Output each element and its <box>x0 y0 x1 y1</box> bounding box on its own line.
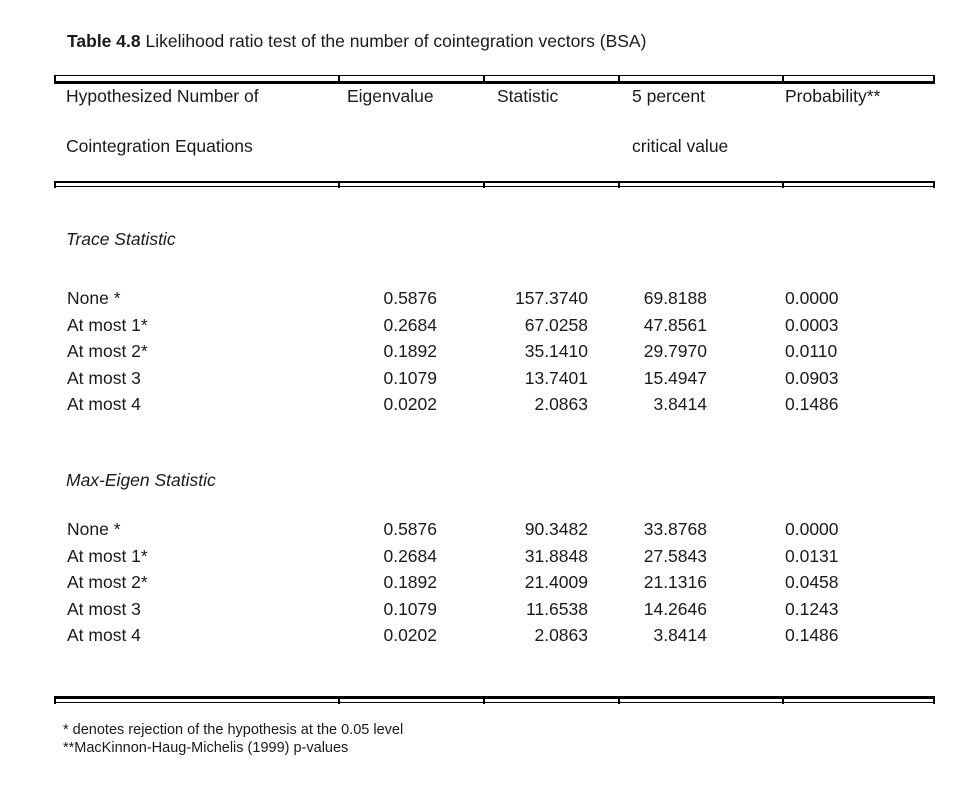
cell-hypothesis: At most 4 <box>67 394 141 414</box>
cell-eigenvalue: 0.1892 <box>383 572 437 592</box>
table-caption-text: Likelihood ratio test of the number of c… <box>140 31 647 51</box>
cell-statistic: 11.6538 <box>526 598 588 619</box>
table-bottom-rule <box>54 696 935 704</box>
cell-statistic: 67.0258 <box>524 314 588 335</box>
cell-probability: 0.1486 <box>785 625 839 645</box>
header-hypothesized-line2: Cointegration Equations <box>66 136 253 156</box>
table-row: None * 0.5876 157.3740 69.8188 0.0000 <box>54 285 935 312</box>
cell-eigenvalue: 0.2684 <box>383 314 437 335</box>
header-critical-line1: 5 percent <box>632 86 705 106</box>
cell-critical-value: 3.8414 <box>653 625 707 645</box>
table-row: At most 2* 0.1892 21.4009 21.1316 0.0458 <box>54 569 935 596</box>
cell-statistic: 21.4009 <box>524 572 588 592</box>
cell-eigenvalue: 0.1892 <box>383 341 437 361</box>
header-hypothesized-line1: Hypothesized Number of <box>66 86 259 106</box>
cell-critical-value: 15.4947 <box>643 367 707 388</box>
cell-hypothesis: None * <box>67 519 121 539</box>
cell-probability: 0.0903 <box>785 367 839 388</box>
table-row: At most 2* 0.1892 35.1410 29.7970 0.0110 <box>54 338 935 365</box>
cell-hypothesis: At most 3 <box>67 367 141 388</box>
cell-hypothesis: At most 1* <box>67 545 148 566</box>
header-probability: Probability** <box>785 86 881 106</box>
cell-critical-value: 47.8561 <box>643 314 707 335</box>
cell-eigenvalue: 0.1079 <box>383 598 437 619</box>
cell-statistic: 2.0863 <box>534 394 588 414</box>
table-caption-number: Table 4.8 <box>67 31 141 51</box>
cell-eigenvalue: 0.5876 <box>383 288 437 308</box>
table-row: At most 1* 0.2684 31.8848 27.5843 0.0131 <box>54 543 935 570</box>
cell-critical-value: 27.5843 <box>643 545 707 566</box>
cell-statistic: 157.3740 <box>515 288 588 308</box>
cell-probability: 0.1486 <box>785 394 839 414</box>
table-row: At most 1* 0.2684 67.0258 47.8561 0.0003 <box>54 312 935 339</box>
cell-probability: 0.0131 <box>785 545 839 566</box>
cell-eigenvalue: 0.5876 <box>383 519 437 539</box>
cell-hypothesis: At most 1* <box>67 314 148 335</box>
max-eigen-rows: None * 0.5876 90.3482 33.8768 0.0000 At most … <box>54 516 935 649</box>
table-row: At most 3 0.1079 11.6538 14.2646 0.1243 <box>54 596 935 623</box>
cell-hypothesis: At most 3 <box>67 598 141 619</box>
footnote-pvalues: **MacKinnon-Haug-Michelis (1999) p-value… <box>63 740 349 756</box>
cell-critical-value: 14.2646 <box>643 598 707 619</box>
section-title-max-eigen: Max-Eigen Statistic <box>66 470 216 490</box>
table-row: None * 0.5876 90.3482 33.8768 0.0000 <box>54 516 935 543</box>
cell-statistic: 31.8848 <box>524 545 588 566</box>
cell-probability: 0.0000 <box>785 519 839 539</box>
table-row: At most 4 0.0202 2.0863 3.8414 0.1486 <box>54 622 935 649</box>
cell-probability: 0.0000 <box>785 288 839 308</box>
header-critical-line2: critical value <box>632 136 729 156</box>
table-row: At most 3 0.1079 13.7401 15.4947 0.0903 <box>54 365 935 392</box>
cell-critical-value: 3.8414 <box>653 394 707 414</box>
cell-critical-value: 21.1316 <box>643 572 707 592</box>
cell-statistic: 2.0863 <box>534 625 588 645</box>
cell-hypothesis: At most 2* <box>67 572 148 592</box>
section-title-trace: Trace Statistic <box>66 229 176 249</box>
trace-rows: None * 0.5876 157.3740 69.8188 0.0000 At most… <box>54 285 935 418</box>
table-caption: Table 4.8 Likelihood ratio test of the n… <box>67 31 646 51</box>
cell-hypothesis: None * <box>67 288 121 308</box>
cell-critical-value: 29.7970 <box>643 341 707 361</box>
cell-hypothesis: At most 2* <box>67 341 148 361</box>
table-top-rule <box>54 75 935 84</box>
cell-eigenvalue: 0.1079 <box>383 367 437 388</box>
cell-eigenvalue: 0.0202 <box>383 394 437 414</box>
header-statistic: Statistic <box>497 86 559 106</box>
cell-probability: 0.0110 <box>785 341 838 361</box>
table-row: At most 4 0.0202 2.0863 3.8414 0.1486 <box>54 391 935 418</box>
cell-statistic: 35.1410 <box>524 341 588 361</box>
cell-probability: 0.1243 <box>785 598 839 619</box>
header-eigenvalue: Eigenvalue <box>347 86 434 106</box>
cell-critical-value: 69.8188 <box>643 288 707 308</box>
cell-probability: 0.0003 <box>785 314 839 335</box>
cell-eigenvalue: 0.2684 <box>383 545 437 566</box>
cell-eigenvalue: 0.0202 <box>383 625 437 645</box>
footnote-rejection: * denotes rejection of the hypothesis at… <box>63 722 404 738</box>
table-header-rule <box>54 181 935 188</box>
cell-hypothesis: At most 4 <box>67 625 141 645</box>
cell-probability: 0.0458 <box>785 572 839 592</box>
cell-critical-value: 33.8768 <box>643 519 707 539</box>
cell-statistic: 90.3482 <box>524 519 588 539</box>
cell-statistic: 13.7401 <box>524 367 588 388</box>
